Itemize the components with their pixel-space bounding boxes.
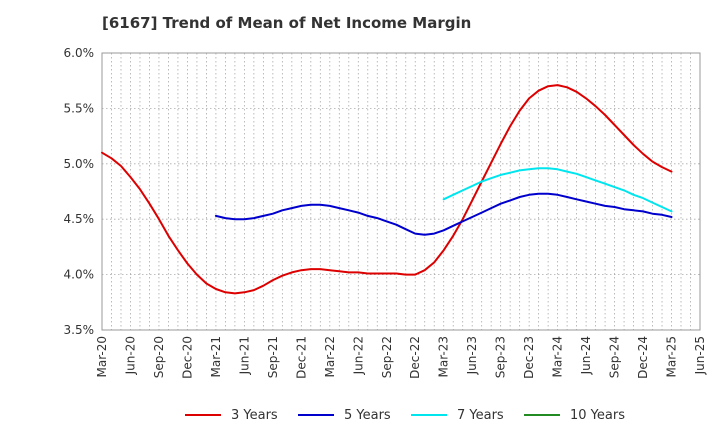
x-tick-label: Jun-25 [693,336,707,375]
y-tick-label: 5.0% [64,157,95,171]
x-tick-label: Dec-20 [180,336,194,379]
x-tick-label: Jun-24 [579,336,593,375]
x-tick-label: Jun-23 [465,336,479,375]
x-tick-label: Mar-21 [209,336,223,377]
chart-title: [6167] Trend of Mean of Net Income Margi… [102,14,472,32]
x-tick-label: Mar-22 [323,336,337,377]
x-tick-label: Jun-21 [237,336,251,375]
y-tick-label: 5.5% [64,101,95,115]
plot-frame [101,52,701,331]
series-line-7-years [442,167,673,213]
grid [101,52,701,331]
legend-item: 5 Years [298,404,391,426]
x-tick-label: Mar-23 [437,336,451,377]
legend-label: 10 Years [570,407,625,423]
legend-item: 3 Years [185,404,278,426]
x-tick-label: Dec-24 [636,336,650,379]
x-tick-label: Mar-24 [551,336,565,377]
y-axis: 3.5% 4.0% 4.5% 5.0% 5.5% 6.0% [64,46,95,337]
legend-swatch [411,414,447,416]
x-tick-label: Jun-20 [123,336,137,375]
x-axis: Mar-20 Jun-20 Sep-20 Dec-20 Mar-21 Jun-21 Sep-… [95,336,707,379]
legend-swatch [185,414,221,416]
y-tick-label: 6.0% [64,46,95,60]
x-tick-label: Mar-25 [665,336,679,377]
x-tick-label: Dec-22 [408,336,422,379]
legend-label: 5 Years [344,407,391,423]
x-tick-label: Sep-23 [494,336,508,378]
x-tick-label: Mar-20 [95,336,109,377]
legend-item: 10 Years [524,404,625,426]
legend-swatch [524,414,560,416]
x-tick-label: Jun-22 [351,336,365,375]
series-lines [101,84,673,295]
legend-item: 7 Years [411,404,504,426]
y-tick-label: 4.5% [64,212,95,226]
x-tick-label: Dec-21 [294,336,308,379]
y-tick-label: 3.5% [64,323,95,337]
legend-label: 3 Years [231,407,278,423]
legend-swatch [298,414,334,416]
x-tick-label: Sep-21 [266,336,280,378]
x-tick-label: Sep-24 [608,336,622,378]
series-line-3-years [101,84,673,295]
x-tick-label: Sep-20 [152,336,166,378]
y-tick-label: 4.0% [64,268,95,282]
x-tick-label: Dec-23 [522,336,536,379]
x-tick-label: Sep-22 [380,336,394,378]
series-line-5-years [214,192,673,236]
legend-label: 7 Years [457,407,504,423]
legend: 3 Years 5 Years 7 Years 10 Years [0,404,720,426]
